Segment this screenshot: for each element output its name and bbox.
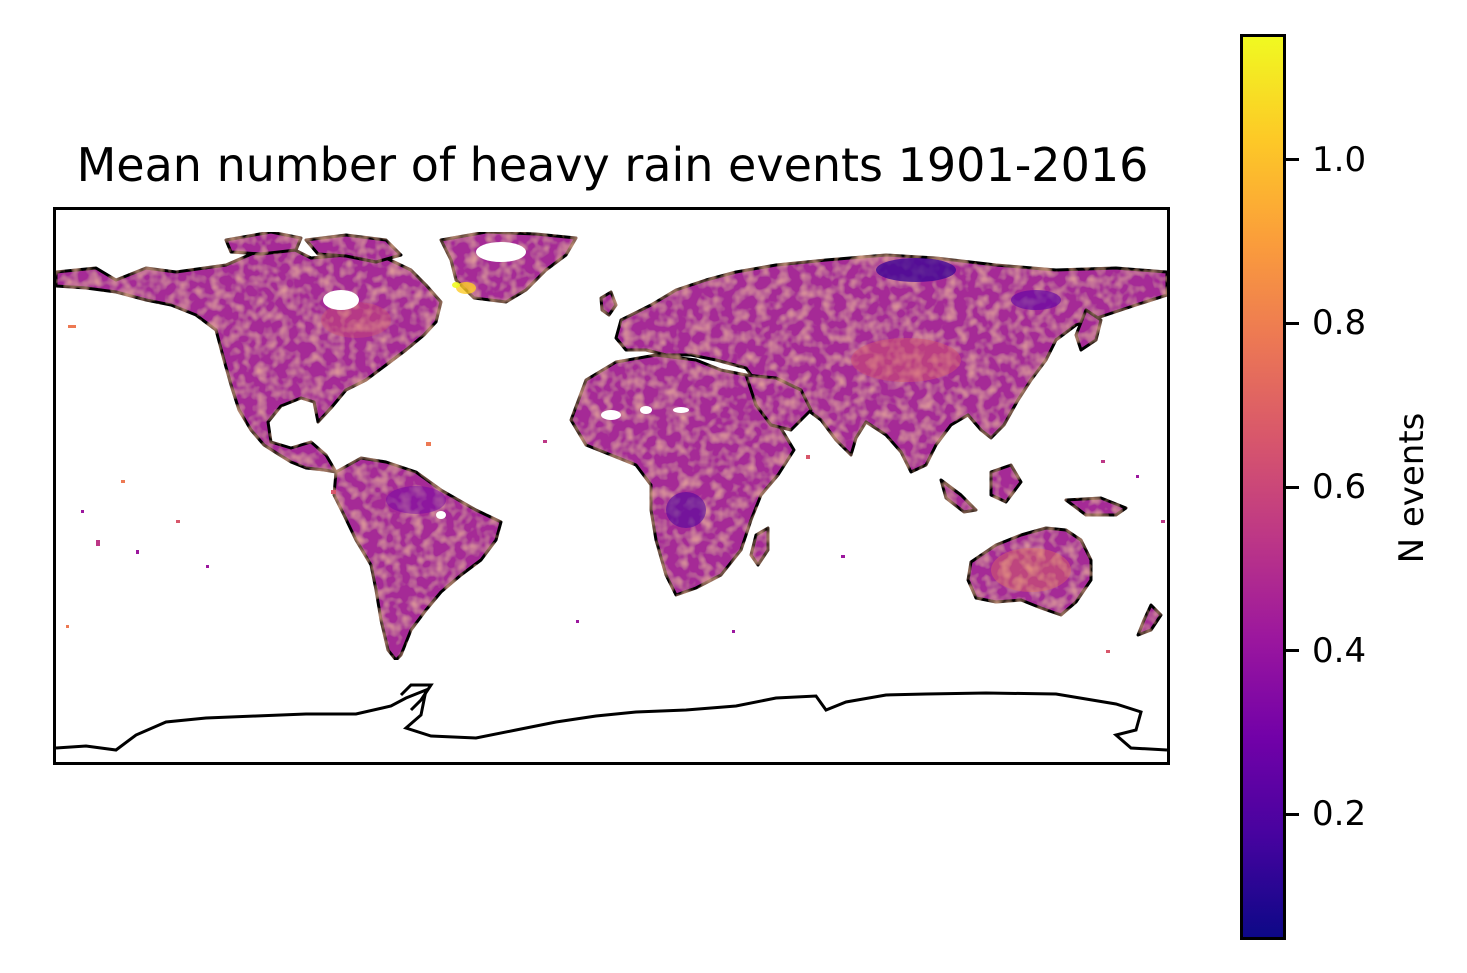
colorbar-tick-label: 0.6 bbox=[1312, 467, 1367, 507]
island-japan bbox=[1074, 308, 1103, 352]
colorbar-tick-label: 0.2 bbox=[1312, 794, 1367, 835]
colorbar-label: N events bbox=[1392, 412, 1432, 564]
world-map bbox=[56, 230, 1167, 752]
land-field bbox=[56, 230, 1167, 662]
colorbar-tick-label: 0.4 bbox=[1312, 630, 1367, 671]
coastline-antarctica-peninsula bbox=[399, 683, 434, 712]
map-title: Mean number of heavy rain events 1901-20… bbox=[76, 138, 1149, 192]
colorbar-tick-label: 0.8 bbox=[1312, 303, 1367, 344]
island-sumatra bbox=[939, 478, 978, 514]
map-panel bbox=[53, 207, 1170, 765]
island-arctic-2 bbox=[304, 233, 403, 264]
colorbar-tick bbox=[1286, 485, 1299, 489]
island-britain bbox=[599, 290, 618, 317]
island-new-guinea bbox=[1064, 496, 1128, 517]
island-greenland bbox=[439, 230, 578, 304]
continent-south-america bbox=[332, 456, 503, 662]
colorbar-tick bbox=[1286, 649, 1299, 653]
island-new-zealand bbox=[1136, 603, 1163, 637]
island-madagascar bbox=[749, 526, 770, 567]
continent-north-america bbox=[56, 246, 443, 474]
island-borneo bbox=[989, 463, 1023, 504]
peninsula-arabia bbox=[744, 373, 813, 432]
colorbar-tick bbox=[1286, 321, 1299, 325]
colorbar-tick bbox=[1286, 158, 1299, 162]
colorbar-tick-label: 1.0 bbox=[1312, 139, 1367, 180]
continent-australia bbox=[966, 526, 1093, 617]
island-arctic-1 bbox=[224, 230, 303, 256]
colorbar-tick bbox=[1286, 812, 1299, 816]
field-anomalies bbox=[321, 242, 1071, 592]
colorbar bbox=[1240, 34, 1286, 940]
ocean-cells bbox=[66, 325, 1165, 653]
continent-africa bbox=[569, 353, 796, 597]
coastline-antarctica bbox=[56, 687, 1167, 752]
